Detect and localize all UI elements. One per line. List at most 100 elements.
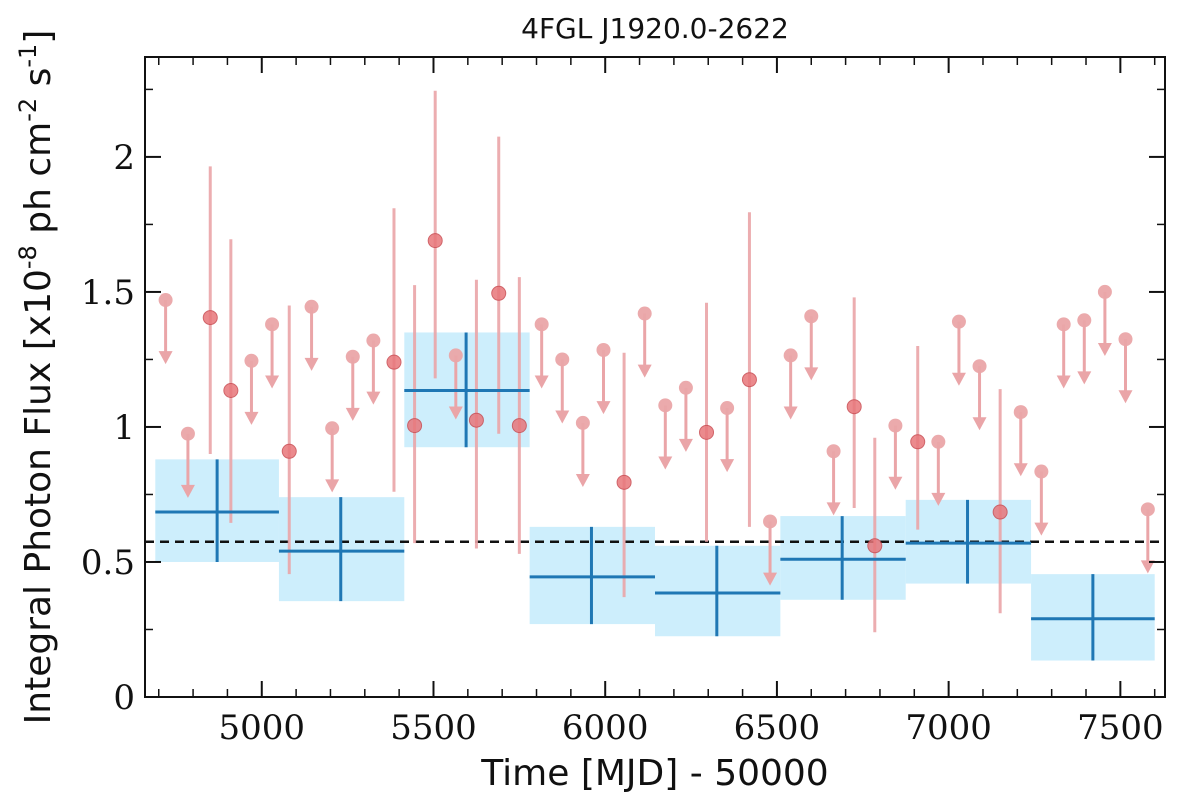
y-tick-label-2: 1: [113, 408, 135, 448]
y-label-text: ]: [18, 30, 59, 44]
upper-limit-arrow-14: [658, 456, 673, 470]
x-tick-label-5: 7500: [1077, 708, 1164, 748]
upper-limit-point-28: [1077, 313, 1092, 328]
upper-limit-point-4: [304, 299, 319, 314]
upper-limit-arrow-1: [180, 484, 195, 498]
y-label-text: s: [18, 68, 59, 98]
upper-limit-point-3: [265, 317, 280, 332]
upper-limit-arrow-9: [534, 375, 549, 389]
upper-limit-arrow-28: [1077, 371, 1092, 385]
x-tick-label-0: 5000: [219, 708, 306, 748]
plot-frame: [144, 56, 1166, 698]
upper-limit-point-25: [1013, 405, 1028, 420]
upper-limit-point-23: [951, 314, 966, 329]
upper-limit-arrow-15: [678, 438, 693, 452]
upper-limit-point-18: [783, 348, 798, 363]
upper-limit-point-13: [637, 306, 652, 321]
upper-limit-point-15: [678, 380, 693, 395]
upper-limit-point-31: [1140, 502, 1155, 517]
monthly-point-11: [741, 372, 757, 388]
upper-limit-arrow-12: [596, 401, 611, 415]
upper-limit-arrow-5: [325, 479, 340, 493]
axis-ticks: 5000 5500 6000 6500 7000 7500 0 0.5 1 1.5 2: [81, 57, 1165, 748]
monthly-point-9: [616, 474, 632, 490]
monthly-point-14: [910, 434, 926, 450]
monthly-point-6: [468, 412, 484, 428]
upper-limit-point-1: [180, 426, 195, 441]
upper-limit-point-14: [658, 398, 673, 413]
upper-limit-arrow-20: [826, 502, 841, 516]
monthly-point-0: [202, 310, 218, 326]
upper-limit-arrow-24: [972, 417, 987, 431]
y-label-superscript: -2: [14, 98, 42, 122]
upper-limit-point-22: [931, 434, 946, 449]
upper-limit-point-10: [555, 352, 570, 367]
x-axis-label: Time [MJD] - 50000: [480, 753, 828, 794]
monthly-point-12: [846, 399, 862, 415]
yearly-bins-layer: [155, 332, 1155, 661]
y-tick-label-0: 0: [113, 678, 135, 718]
upper-limit-point-0: [158, 293, 173, 308]
upper-limit-point-8: [448, 348, 463, 363]
monthly-point-7: [491, 285, 507, 301]
upper-limit-arrow-13: [637, 364, 652, 378]
upper-limit-point-12: [596, 342, 611, 357]
upper-limit-point-29: [1097, 284, 1112, 299]
monthly-point-8: [511, 418, 527, 434]
monthly-point-3: [386, 354, 402, 370]
upper-limit-point-2: [244, 353, 259, 368]
monthly-point-10: [699, 424, 715, 440]
upper-limit-point-17: [763, 514, 778, 529]
y-tick-label-4: 2: [113, 138, 135, 178]
upper-limit-arrow-22: [931, 492, 946, 506]
y-label-superscript: -1: [14, 44, 42, 68]
upper-limit-point-7: [366, 333, 381, 348]
x-tick-label-2: 6000: [562, 708, 649, 748]
chart-title: 4FGL J1920.0-2622: [521, 12, 789, 45]
upper-limit-arrow-19: [804, 367, 819, 381]
upper-limit-arrow-7: [366, 391, 381, 405]
y-label-text: ph cm: [18, 122, 59, 245]
upper-limit-arrow-23: [951, 372, 966, 386]
monthly-point-5: [427, 233, 443, 249]
upper-limit-point-6: [345, 349, 360, 364]
upper-limit-point-24: [972, 359, 987, 374]
y-label-text: Integral Photon Flux [x10: [18, 269, 59, 724]
upper-limit-arrow-0: [158, 351, 173, 365]
upper-limit-arrow-10: [555, 410, 570, 424]
axes-frame: [144, 56, 1166, 698]
monthly-point-15: [992, 504, 1008, 520]
upper-limit-arrow-4: [304, 357, 319, 371]
x-tick-label-4: 7000: [905, 708, 992, 748]
upper-limit-arrow-3: [265, 375, 280, 389]
upper-limit-point-21: [888, 418, 903, 433]
monthly-point-2: [281, 443, 297, 459]
upper-limit-point-26: [1034, 464, 1049, 479]
upper-limit-point-19: [804, 309, 819, 324]
yearly-bin-bands: [155, 332, 1155, 661]
y-tick-label-1: 0.5: [81, 543, 135, 583]
upper-limit-arrow-26: [1034, 522, 1049, 536]
upper-limit-arrow-8: [448, 406, 463, 420]
monthly-point-1: [223, 383, 239, 399]
upper-limit-point-5: [325, 421, 340, 436]
upper-limit-arrow-16: [720, 459, 735, 473]
upper-limit-arrow-29: [1097, 343, 1112, 357]
y-label-superscript: -8: [14, 245, 42, 269]
upper-limit-arrow-31: [1140, 560, 1155, 574]
upper-limit-point-11: [575, 415, 590, 430]
upper-limit-arrow-25: [1013, 463, 1028, 477]
monthly-point-13: [867, 538, 883, 554]
y-tick-label-3: 1.5: [81, 273, 135, 313]
upper-limit-point-20: [826, 444, 841, 459]
upper-limit-arrow-2: [244, 411, 259, 425]
upper-limit-arrow-27: [1056, 375, 1071, 389]
upper-limit-arrow-21: [888, 476, 903, 490]
y-axis-label: Integral Photon Flux [x10-8 ph cm-2 s-1]: [14, 30, 59, 725]
upper-limit-arrow-18: [783, 406, 798, 420]
upper-limit-arrow-11: [575, 474, 590, 488]
upper-limit-point-30: [1118, 332, 1133, 347]
upper-limit-arrow-17: [763, 572, 778, 586]
upper-limit-arrow-30: [1118, 390, 1133, 404]
